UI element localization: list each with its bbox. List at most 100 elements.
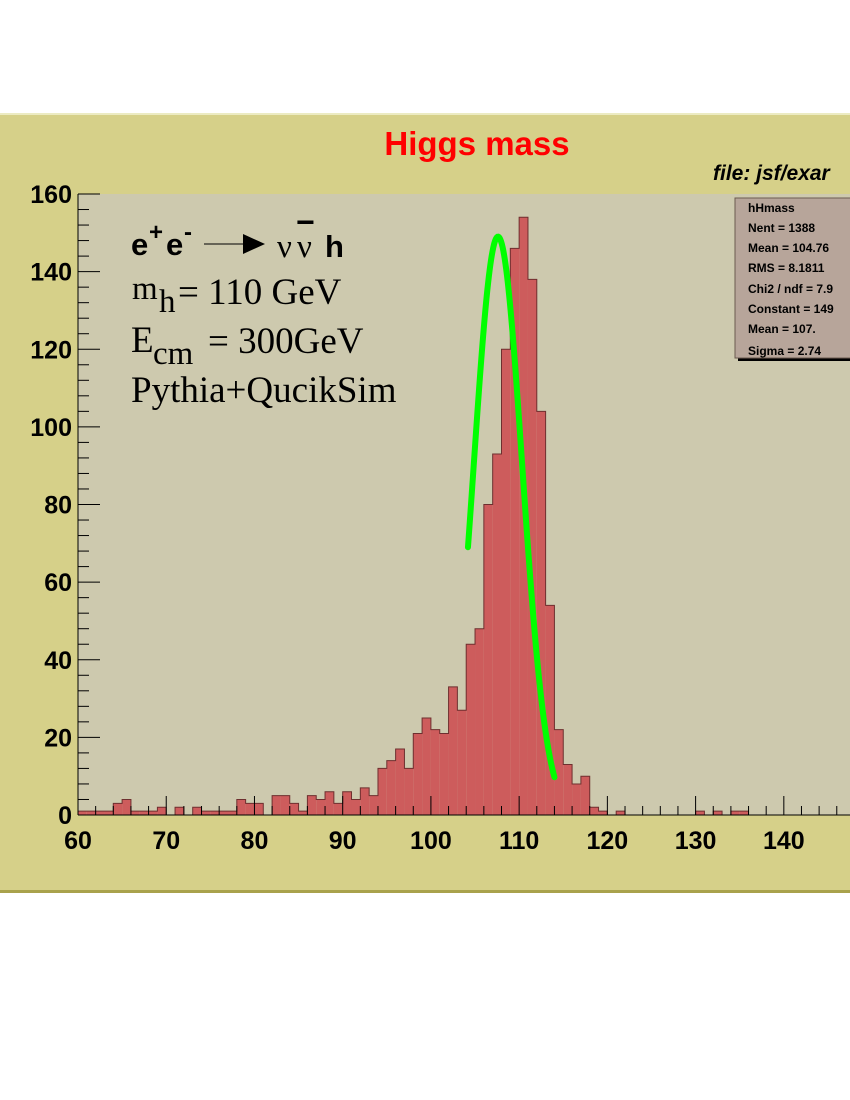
histogram-bar [554, 729, 564, 815]
chart-title: Higgs mass [384, 125, 569, 162]
histogram-bar [104, 811, 114, 815]
energy-symbol: E [131, 320, 154, 361]
y-tick-label: 40 [44, 647, 72, 675]
histogram-bar [713, 811, 723, 815]
y-tick-label: 140 [30, 259, 72, 287]
y-tick-label: 120 [30, 336, 72, 364]
histogram-bar [448, 686, 458, 815]
histogram-bar [598, 811, 608, 815]
histogram-bar [122, 799, 131, 815]
histogram-bar [86, 811, 96, 815]
x-tick-label: 110 [499, 827, 539, 855]
histogram-bar [730, 811, 740, 815]
x-tick-label: 140 [763, 827, 805, 855]
mass-value: = 110 GeV [178, 272, 342, 313]
histogram-bar [616, 811, 626, 815]
gaussian-fit-line [464, 233, 558, 781]
x-tick-label: 100 [410, 827, 452, 855]
histogram-bar [395, 749, 405, 815]
histogram-bar [466, 644, 476, 815]
histogram-bar [289, 803, 299, 815]
y-tick-label: 100 [30, 414, 72, 442]
histogram-bar [280, 795, 290, 815]
histogram-bar [245, 803, 255, 815]
x-tick-label: 70 [152, 827, 180, 855]
y-tick-label: 160 [30, 181, 72, 209]
neutrino-symbol: ν [277, 229, 292, 265]
y-tick-label: 80 [44, 492, 72, 520]
stats-line: Nent = 1388 [748, 221, 815, 235]
minus-superscript: - [184, 219, 192, 246]
generator-label: Pythia+QucikSim [131, 370, 397, 411]
histogram-bar [272, 795, 281, 815]
process-annotation: e + e - ν ν − h [131, 204, 344, 265]
mass-subscript: h [159, 284, 176, 320]
energy-subscript: cm [153, 336, 194, 372]
stats-line: Mean = 104.76 [748, 241, 829, 255]
mass-annotation: m h = 110 GeV [132, 271, 342, 320]
stats-box: hHmass Nent = 1388 Mean = 104.76 RMS = 8… [734, 197, 850, 361]
histogram-bar [457, 710, 467, 815]
histogram-bar [95, 811, 105, 815]
histogram-bar [139, 811, 149, 815]
x-tick-label: 60 [64, 827, 92, 855]
histogram-bar [192, 807, 202, 815]
histogram-bar [369, 795, 378, 815]
mass-symbol: m [132, 271, 158, 307]
histogram-bar [130, 811, 140, 815]
histogram-bar [201, 811, 211, 815]
histogram-bar [413, 733, 423, 815]
x-axis: 60 70 80 90 100 110 120 130 140 [64, 796, 850, 855]
histogram-bar [386, 760, 396, 815]
higgs-symbol: h [325, 229, 344, 264]
x-tick-label: 90 [329, 827, 357, 855]
histogram-bar [236, 799, 246, 815]
histogram-bar [377, 768, 387, 815]
histogram-bar [175, 807, 184, 815]
y-tick-label: 0 [58, 802, 72, 830]
histogram-bar [219, 811, 228, 815]
histogram-bar [439, 733, 449, 815]
x-tick-label: 130 [675, 827, 717, 855]
stats-box-panel [734, 197, 850, 359]
histogram-bar [492, 454, 502, 815]
stats-line: Chi2 / ndf = 7.9 [748, 282, 833, 296]
histogram-bar [580, 776, 590, 815]
histogram-bar [307, 795, 317, 815]
stats-line: Constant = 149 [748, 302, 834, 316]
histogram-bar [157, 807, 167, 815]
antineutrino-bar: − [296, 204, 315, 240]
y-tick-label: 60 [44, 569, 72, 597]
histogram-bar [351, 799, 361, 815]
positron-symbol: e [166, 227, 183, 262]
histogram-bar [483, 504, 493, 815]
histogram-bar [527, 279, 537, 815]
histogram-bar [333, 803, 343, 815]
histogram-bar [316, 799, 326, 815]
energy-value: = 300GeV [208, 321, 364, 362]
antineutrino-symbol: ν [297, 229, 312, 265]
histogram-bar [298, 811, 308, 815]
histogram-bar [422, 717, 431, 815]
histogram-bar [148, 811, 158, 815]
histogram-bar [210, 811, 220, 815]
histogram-bar [563, 764, 573, 815]
stats-line: Sigma = 2.74 [748, 344, 821, 358]
y-tick-label: 20 [44, 724, 72, 752]
histogram-bar [360, 787, 370, 815]
x-tick-label: 120 [587, 827, 629, 855]
arrow-head-icon [243, 234, 265, 254]
histogram-bar [325, 791, 334, 815]
x-tick-label: 80 [241, 827, 269, 855]
histogram-bar [589, 807, 599, 815]
histogram-bar [572, 783, 581, 815]
histogram-bar [510, 248, 520, 816]
histogram-bar [254, 803, 264, 815]
ecm-annotation: E cm = 300GeV [131, 320, 364, 372]
histogram-bar [536, 411, 546, 815]
histogram-bar [501, 349, 511, 815]
stats-line: Mean = 107. [748, 322, 816, 336]
histogram-bars [77, 216, 767, 816]
histogram-bar [227, 811, 237, 815]
histogram-bar [404, 768, 414, 815]
